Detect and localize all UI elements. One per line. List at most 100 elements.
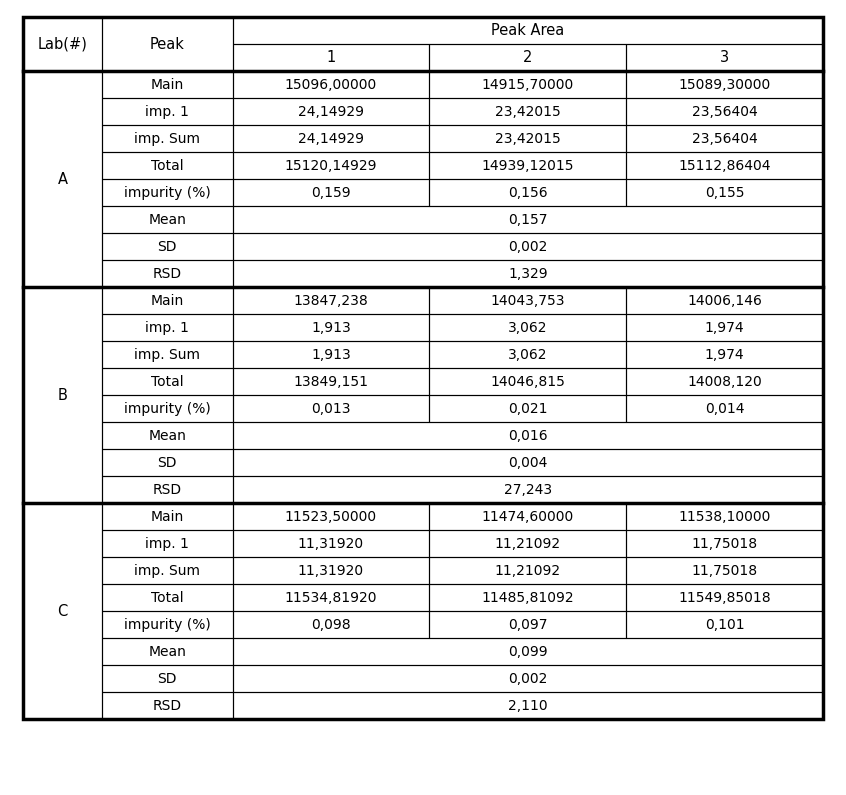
Text: Total: Total	[151, 159, 184, 173]
Text: 11474,60000: 11474,60000	[481, 510, 574, 524]
Text: 11,75018: 11,75018	[692, 564, 758, 578]
Bar	[626, 126, 823, 153]
Bar	[430, 530, 626, 557]
Bar	[102, 369, 233, 395]
Text: SD: SD	[157, 240, 177, 254]
Text: 11,31920: 11,31920	[298, 537, 364, 551]
Text: 13847,238: 13847,238	[294, 294, 368, 308]
Text: 0,159: 0,159	[311, 186, 351, 200]
Bar	[102, 476, 233, 503]
Bar	[626, 180, 823, 207]
Text: 13849,151: 13849,151	[294, 375, 369, 389]
Text: 24,14929: 24,14929	[298, 132, 364, 146]
Bar	[626, 395, 823, 422]
Bar	[233, 476, 823, 503]
Text: Total: Total	[151, 591, 184, 605]
Bar	[102, 126, 233, 153]
Text: 0,101: 0,101	[705, 618, 744, 632]
Text: SD: SD	[157, 456, 177, 470]
Text: 15120,14929: 15120,14929	[285, 159, 377, 173]
Text: imp. 1: imp. 1	[146, 105, 190, 119]
Text: RSD: RSD	[153, 699, 182, 713]
Bar	[233, 611, 430, 638]
Bar	[102, 584, 233, 611]
Text: 1,913: 1,913	[311, 348, 351, 362]
Bar	[430, 395, 626, 422]
Bar	[626, 153, 823, 180]
Text: impurity (%): impurity (%)	[124, 186, 211, 200]
Bar	[430, 369, 626, 395]
Text: 0,014: 0,014	[705, 402, 744, 416]
Text: 1: 1	[327, 51, 336, 65]
Text: Mean: Mean	[148, 429, 186, 443]
Bar	[102, 99, 233, 126]
Bar	[233, 207, 823, 234]
Bar	[233, 665, 823, 692]
Text: 2,110: 2,110	[508, 699, 547, 713]
Bar	[233, 234, 823, 261]
Bar	[626, 503, 823, 530]
Bar	[233, 449, 823, 476]
Bar	[233, 126, 430, 153]
Text: 0,002: 0,002	[508, 672, 547, 686]
Text: Peak Area: Peak Area	[492, 24, 564, 38]
Text: Total: Total	[151, 375, 184, 389]
Text: 0,098: 0,098	[311, 618, 351, 632]
Bar	[626, 342, 823, 369]
Text: 11523,50000: 11523,50000	[285, 510, 377, 524]
Bar	[102, 17, 233, 72]
Bar	[102, 638, 233, 665]
Text: 23,42015: 23,42015	[495, 132, 561, 146]
Text: Mean: Mean	[148, 645, 186, 659]
Text: 14046,815: 14046,815	[491, 375, 565, 389]
Text: 0,013: 0,013	[311, 402, 351, 416]
Bar	[233, 288, 430, 315]
Text: B: B	[58, 388, 68, 403]
Text: 0,002: 0,002	[508, 240, 547, 254]
Bar	[430, 72, 626, 99]
Bar	[233, 369, 430, 395]
Bar	[430, 342, 626, 369]
Bar	[233, 503, 430, 530]
Bar	[626, 584, 823, 611]
Text: 14006,146: 14006,146	[687, 294, 762, 308]
Text: impurity (%): impurity (%)	[124, 402, 211, 416]
Text: 2: 2	[523, 51, 532, 65]
Bar	[233, 17, 823, 45]
Bar	[102, 180, 233, 207]
Bar	[102, 503, 233, 530]
Text: Main: Main	[151, 510, 184, 524]
Bar	[626, 530, 823, 557]
Text: 14008,120: 14008,120	[687, 375, 762, 389]
Bar	[430, 611, 626, 638]
Text: 3,062: 3,062	[508, 348, 547, 362]
Bar	[233, 315, 430, 342]
Bar	[102, 557, 233, 584]
Text: 0,004: 0,004	[508, 456, 547, 470]
Bar	[233, 45, 430, 72]
Bar	[102, 342, 233, 369]
Bar	[626, 315, 823, 342]
Bar	[233, 395, 430, 422]
Text: 1,974: 1,974	[705, 321, 744, 335]
Bar	[233, 261, 823, 288]
Text: 11,21092: 11,21092	[495, 564, 561, 578]
Bar	[233, 638, 823, 665]
Bar	[102, 449, 233, 476]
Text: 14939,12015: 14939,12015	[481, 159, 574, 173]
Bar	[233, 422, 823, 449]
Text: imp. Sum: imp. Sum	[135, 348, 201, 362]
Text: 11538,10000: 11538,10000	[678, 510, 771, 524]
Text: 24,14929: 24,14929	[298, 105, 364, 119]
Bar	[23, 503, 102, 719]
Bar	[233, 99, 430, 126]
Bar	[626, 72, 823, 99]
Text: 27,243: 27,243	[503, 483, 552, 497]
Bar	[102, 422, 233, 449]
Text: imp. 1: imp. 1	[146, 537, 190, 551]
Bar	[430, 288, 626, 315]
Bar	[233, 342, 430, 369]
Text: SD: SD	[157, 672, 177, 686]
Bar	[23, 17, 102, 72]
Bar	[102, 665, 233, 692]
